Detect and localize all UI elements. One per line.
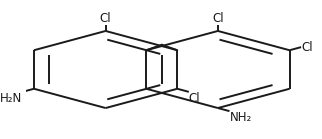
Text: Cl: Cl bbox=[100, 12, 111, 25]
Text: Cl: Cl bbox=[212, 12, 224, 25]
Text: NH₂: NH₂ bbox=[230, 111, 252, 124]
Text: H₂N: H₂N bbox=[0, 92, 23, 105]
Text: Cl: Cl bbox=[301, 41, 313, 54]
Text: Cl: Cl bbox=[189, 92, 201, 105]
